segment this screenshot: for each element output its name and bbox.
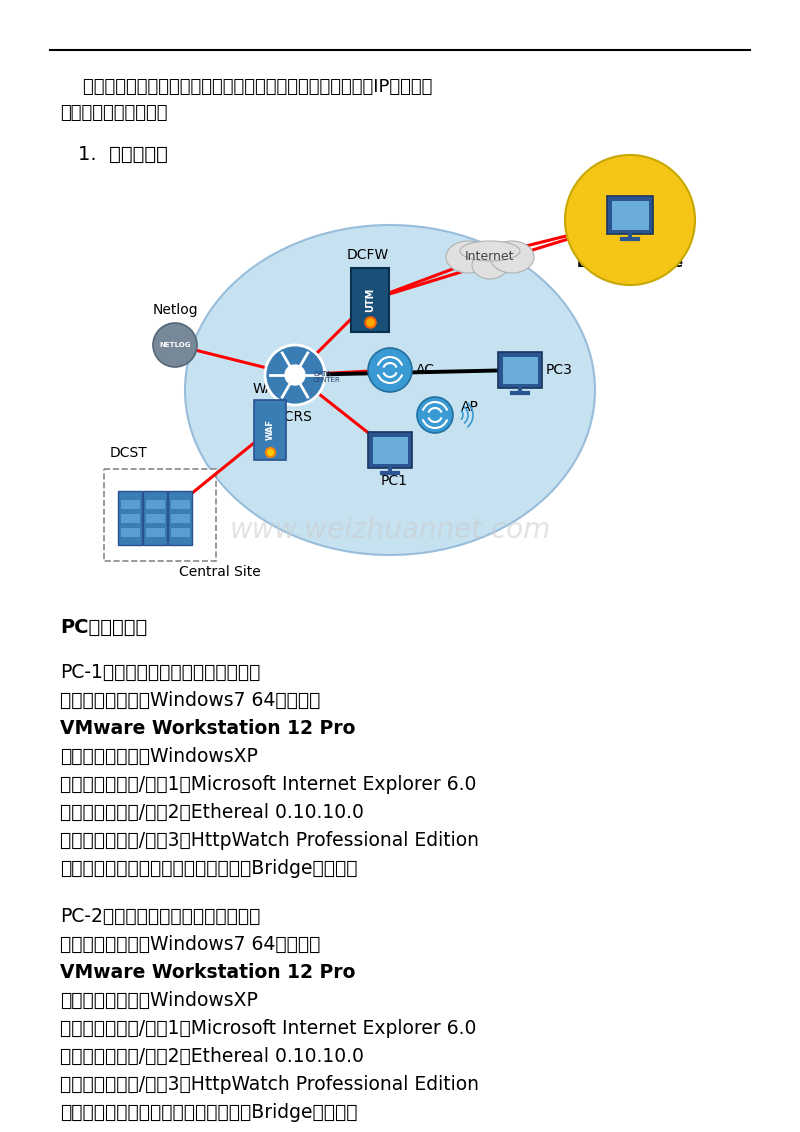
FancyBboxPatch shape <box>121 528 139 537</box>
FancyBboxPatch shape <box>498 352 542 388</box>
Text: NETLOG: NETLOG <box>159 342 190 348</box>
FancyBboxPatch shape <box>254 400 286 460</box>
Ellipse shape <box>185 225 595 555</box>
FancyBboxPatch shape <box>143 491 167 544</box>
Circle shape <box>368 348 412 392</box>
Text: VMware Workstation 12 Pro: VMware Workstation 12 Pro <box>60 719 355 738</box>
Text: Internet: Internet <box>466 250 514 264</box>
Text: 虚拟机网卡与物理机网卡之间的关系：Bridge（桥接）: 虚拟机网卡与物理机网卡之间的关系：Bridge（桥接） <box>60 1103 358 1122</box>
Circle shape <box>153 323 197 367</box>
Ellipse shape <box>490 241 534 273</box>
Text: Branch Office: Branch Office <box>577 256 683 271</box>
Text: Central Site: Central Site <box>179 565 261 578</box>
Text: 表、设备初始化信息。: 表、设备初始化信息。 <box>60 104 167 122</box>
Text: DCFW: DCFW <box>347 248 389 261</box>
Text: 虚拟机安装服务/工具2：Ethereal 0.10.10.0: 虚拟机安装服务/工具2：Ethereal 0.10.10.0 <box>60 803 364 822</box>
Text: 虚拟机安装服务/工具3：HttpWatch Professional Edition: 虚拟机安装服务/工具3：HttpWatch Professional Editi… <box>60 831 479 850</box>
FancyBboxPatch shape <box>368 432 412 468</box>
FancyBboxPatch shape <box>146 499 165 508</box>
Text: 物理机操作系统：Windows7 64位旗舰版: 物理机操作系统：Windows7 64位旗舰版 <box>60 935 320 954</box>
Ellipse shape <box>446 241 490 273</box>
FancyBboxPatch shape <box>502 357 538 384</box>
Text: 1.  网络拓扑图: 1. 网络拓扑图 <box>78 145 168 164</box>
Text: 虚拟机安装服务/工具2：Ethereal 0.10.10.0: 虚拟机安装服务/工具2：Ethereal 0.10.10.0 <box>60 1047 364 1066</box>
Text: 虚拟机安装服务/工具1：Microsoft Internet Explorer 6.0: 虚拟机安装服务/工具1：Microsoft Internet Explorer … <box>60 775 476 794</box>
Text: PC环境说明：: PC环境说明： <box>60 618 147 637</box>
Text: AC: AC <box>416 363 435 377</box>
Ellipse shape <box>472 251 508 278</box>
Text: Netlog: Netlog <box>152 303 198 317</box>
FancyBboxPatch shape <box>146 528 165 537</box>
Text: WAF: WAF <box>266 420 274 440</box>
FancyBboxPatch shape <box>170 514 190 523</box>
Text: UTM: UTM <box>365 288 375 312</box>
FancyBboxPatch shape <box>170 528 190 537</box>
Circle shape <box>417 397 453 434</box>
Text: WAF: WAF <box>253 381 283 396</box>
Text: 虚拟机操作系统：WindowsXP: 虚拟机操作系统：WindowsXP <box>60 747 258 766</box>
FancyBboxPatch shape <box>121 499 139 508</box>
FancyBboxPatch shape <box>118 491 142 544</box>
Text: PC1: PC1 <box>381 474 407 488</box>
FancyBboxPatch shape <box>351 268 389 332</box>
Text: AP: AP <box>461 400 479 414</box>
FancyBboxPatch shape <box>121 514 139 523</box>
Text: DCRS: DCRS <box>274 410 313 424</box>
Text: 赛项环境设置包含了三个竞赛阶段的基础信息：网络拓扑图、IP地址规划: 赛项环境设置包含了三个竞赛阶段的基础信息：网络拓扑图、IP地址规划 <box>60 78 432 96</box>
FancyBboxPatch shape <box>104 469 216 561</box>
Ellipse shape <box>460 241 520 261</box>
Text: 虚拟机安装服务/工具3：HttpWatch Professional Edition: 虚拟机安装服务/工具3：HttpWatch Professional Editi… <box>60 1075 479 1094</box>
FancyBboxPatch shape <box>170 499 190 508</box>
FancyBboxPatch shape <box>146 514 165 523</box>
Text: DCST: DCST <box>110 446 148 460</box>
Text: DATA
CENTER: DATA CENTER <box>313 370 341 384</box>
Text: VMware Workstation 12 Pro: VMware Workstation 12 Pro <box>60 963 355 981</box>
Text: PC-2（须使用物理机中的虚拟机）：: PC-2（须使用物理机中的虚拟机）： <box>60 907 260 926</box>
Text: PC3: PC3 <box>546 363 573 377</box>
Text: 物理机操作系统：Windows7 64位旗舰版: 物理机操作系统：Windows7 64位旗舰版 <box>60 691 320 710</box>
Text: 虚拟机安装服务/工具1：Microsoft Internet Explorer 6.0: 虚拟机安装服务/工具1：Microsoft Internet Explorer … <box>60 1019 476 1038</box>
Text: PC-1（须使用物理机中的虚拟机）：: PC-1（须使用物理机中的虚拟机）： <box>60 663 260 681</box>
Text: 虚拟机网卡与物理机网卡之间的关系：Bridge（桥接）: 虚拟机网卡与物理机网卡之间的关系：Bridge（桥接） <box>60 859 358 878</box>
FancyBboxPatch shape <box>607 196 653 234</box>
FancyBboxPatch shape <box>373 437 407 463</box>
Circle shape <box>265 345 325 405</box>
FancyBboxPatch shape <box>168 491 192 544</box>
Text: www.weizhuannet.com: www.weizhuannet.com <box>230 516 550 544</box>
Circle shape <box>565 155 695 285</box>
Circle shape <box>284 363 306 386</box>
FancyBboxPatch shape <box>611 200 649 230</box>
Text: 虚拟机操作系统：WindowsXP: 虚拟机操作系统：WindowsXP <box>60 990 258 1010</box>
Text: PC2: PC2 <box>614 242 646 257</box>
